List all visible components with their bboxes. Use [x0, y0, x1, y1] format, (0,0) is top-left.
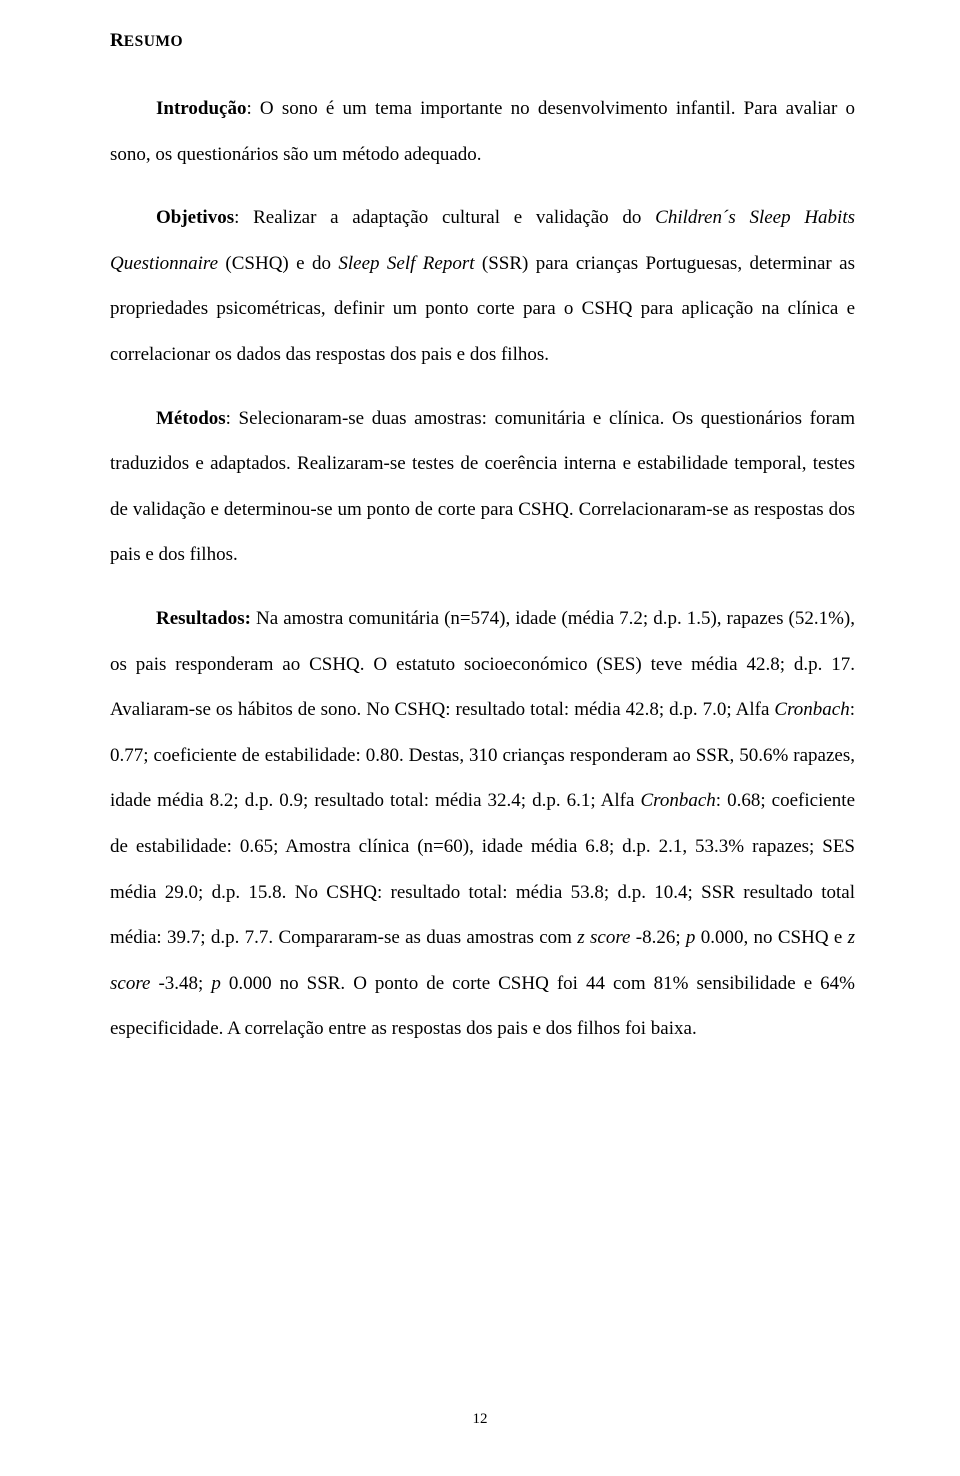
text-resultados-seg7: 0.000 no SSR. O ponto de corte CSHQ foi … — [110, 973, 855, 1040]
text-resultados-it4: p — [686, 927, 696, 948]
label-metodos: Métodos — [156, 408, 226, 429]
page-number: 12 — [0, 1411, 960, 1428]
text-resultados-seg6: -3.48; — [150, 973, 211, 994]
label-introducao: Introdução — [156, 98, 246, 119]
text-objetivos-it2: Sleep Self Report — [338, 253, 474, 274]
text-resultados-seg3: : 0.68; coeficiente de estabilidade: 0.6… — [110, 790, 855, 948]
text-objetivos-seg2: (CSHQ) e do — [218, 253, 338, 274]
heading-rest: ESUMO — [124, 33, 183, 50]
paragraph-metodos: Métodos: Selecionaram-se duas amostras: … — [110, 396, 855, 578]
text-resultados-seg4: -8.26; — [630, 927, 685, 948]
label-resultados: Resultados: — [156, 608, 251, 629]
text-resultados-it6: p — [211, 973, 221, 994]
section-heading: RESUMO — [110, 30, 855, 52]
page-container: RESUMO Introdução: O sono é um tema impo… — [0, 0, 960, 1476]
text-metodos: : Selecionaram-se duas amostras: comunit… — [110, 408, 855, 566]
text-objetivos-seg1: : Realizar a adaptação cultural e valida… — [234, 207, 655, 228]
text-resultados-seg5: 0.000, no CSHQ e — [695, 927, 847, 948]
paragraph-objetivos: Objetivos: Realizar a adaptação cultural… — [110, 195, 855, 377]
paragraph-resultados: Resultados: Na amostra comunitária (n=57… — [110, 596, 855, 1052]
paragraph-intro: Introdução: O sono é um tema importante … — [110, 86, 855, 177]
text-resultados-it2: Cronbach — [640, 790, 715, 811]
text-resultados-it3: z score — [577, 927, 630, 948]
heading-firstletter: R — [110, 30, 124, 51]
text-resultados-it1: Cronbach — [774, 699, 849, 720]
label-objetivos: Objetivos — [156, 207, 234, 228]
